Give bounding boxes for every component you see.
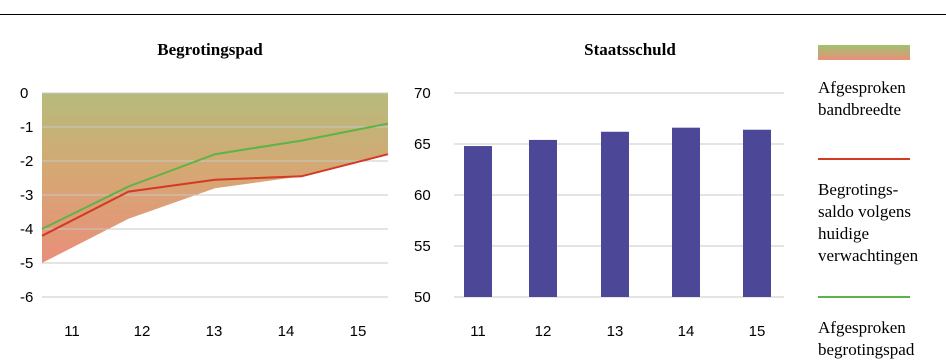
top-rule [0, 14, 946, 15]
right-chart: 70 65 60 55 50 11 12 13 14 15 [414, 85, 784, 340]
y-tick-label: -4 [20, 221, 33, 238]
y-tick-label: 60 [414, 187, 431, 204]
x-tick-label: 12 [535, 323, 552, 340]
x-tick-label: 15 [350, 323, 367, 340]
x-tick-label: 13 [206, 323, 223, 340]
bar-13 [601, 131, 629, 297]
y-tick-label: -1 [20, 119, 33, 136]
band-area [42, 93, 388, 263]
x-tick-label: 12 [134, 323, 151, 340]
right-chart-title: Staatsschuld [584, 40, 676, 59]
bar-11 [464, 146, 492, 297]
y-tick-label: 50 [414, 289, 431, 306]
legend-red-line [818, 158, 910, 160]
x-tick-label: 11 [470, 323, 486, 340]
bar-15 [743, 129, 771, 297]
left-chart-title: Begrotingspad [157, 40, 263, 59]
y-tick-label: 65 [414, 136, 431, 153]
legend-green-line [818, 296, 910, 298]
legend-green-label: Afgesproken begrotingspad [818, 318, 915, 359]
x-tick-label: 11 [64, 323, 80, 340]
y-tick-label: -6 [20, 289, 33, 306]
series-line-begrotingssaldo [41, 153, 389, 237]
legend-band-label: Afgesproken bandbreedte [818, 78, 906, 119]
y-tick-label: -3 [20, 187, 33, 204]
legend-red-label: Begrotings- saldo volgens huidige verwac… [818, 180, 919, 265]
x-tick-label: 15 [749, 323, 766, 340]
x-tick-label: 14 [678, 323, 695, 340]
bar-12 [529, 139, 557, 297]
y-tick-label: 70 [414, 85, 431, 102]
x-tick-label: 14 [278, 323, 295, 340]
bar-14 [672, 127, 700, 298]
series-line-begrotingspad [41, 122, 389, 230]
y-tick-label: 0 [20, 85, 28, 102]
left-chart: 0 -1 -2 -3 -4 -5 -6 11 12 13 14 15 [20, 85, 389, 340]
y-tick-label: 55 [414, 238, 431, 255]
legend-band-swatch [818, 45, 910, 60]
y-tick-label: -2 [20, 153, 33, 170]
y-tick-label: -5 [20, 255, 33, 272]
x-tick-label: 13 [607, 323, 624, 340]
